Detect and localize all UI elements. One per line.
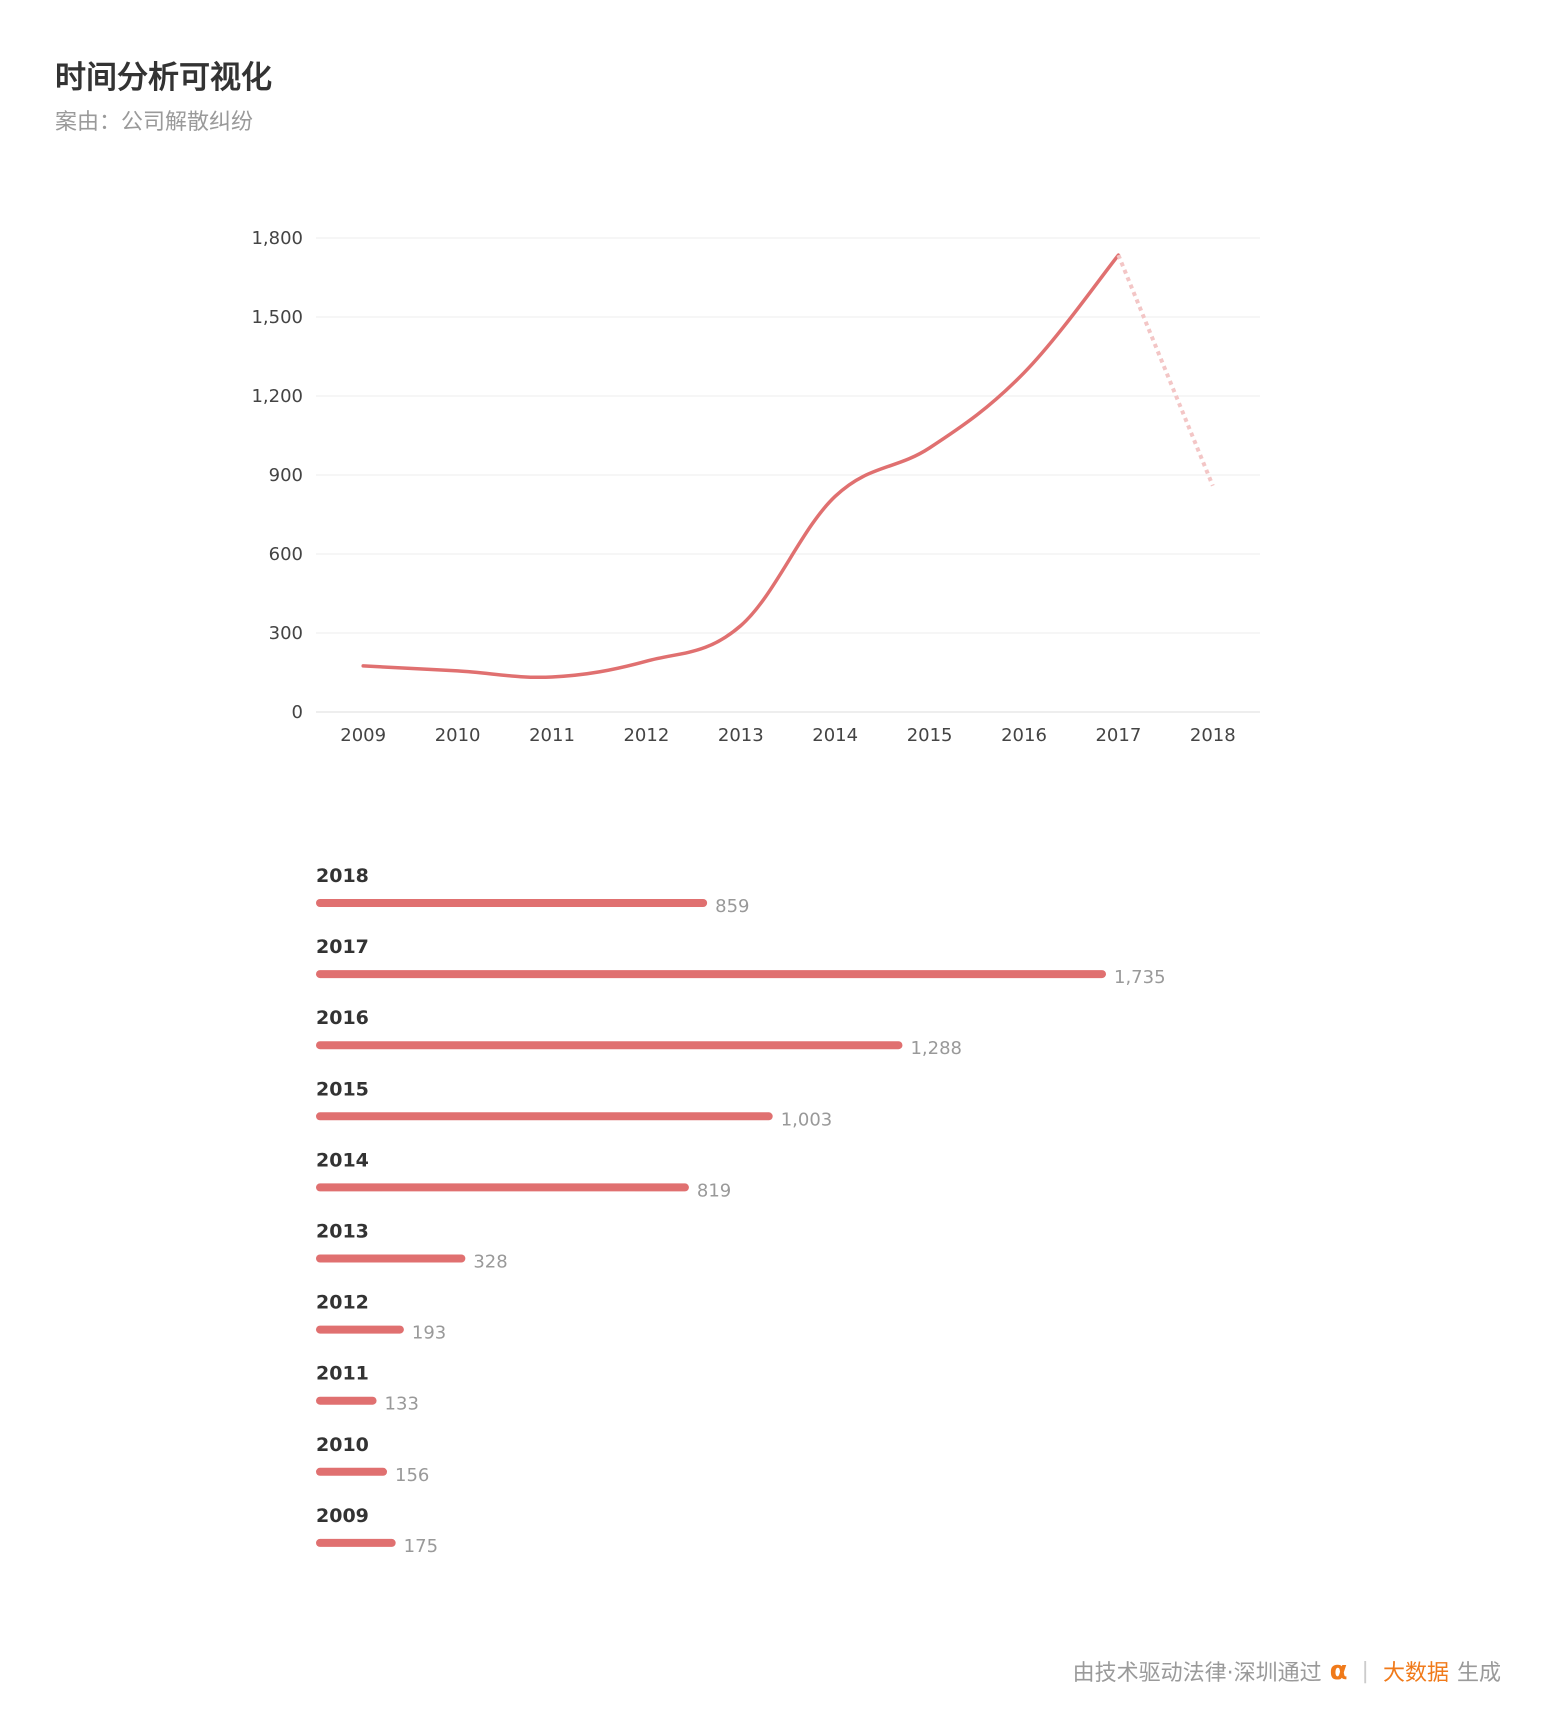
bar-year-label: 2013 <box>316 1221 369 1243</box>
y-tick-label: 600 <box>269 544 303 565</box>
bar <box>316 970 1106 979</box>
footer-brand: 大数据 <box>1382 1661 1449 1686</box>
y-tick-label: 0 <box>292 702 303 723</box>
series-line <box>361 253 1121 680</box>
page-title: 时间分析可视化 <box>55 60 272 96</box>
x-tick-label: 2012 <box>623 725 669 746</box>
bar-year-label: 2016 <box>316 1007 369 1029</box>
footer: 由技术驱动法律·深圳通过 α | 大数据 生成 <box>1073 1655 1501 1687</box>
line-chart: 0 300 600 900 1,200 1,500 1,800 2009 2010 2011 201… <box>251 228 1260 746</box>
projection-line <box>1116 254 1215 487</box>
bar-value-label: 175 <box>404 1536 438 1557</box>
y-tick-label: 1,800 <box>251 228 303 249</box>
bar <box>316 1183 689 1192</box>
bar-year-label: 2012 <box>316 1292 369 1314</box>
y-tick-label: 1,200 <box>251 386 303 407</box>
x-tick-label: 2011 <box>529 725 575 746</box>
bar <box>316 1467 388 1476</box>
footer-text: 由技术驱动法律·深圳通过 <box>1072 1661 1322 1686</box>
y-tick-label: 1,500 <box>251 307 303 328</box>
bar-year-label: 2010 <box>316 1434 369 1456</box>
bar <box>316 1396 377 1405</box>
bar-value-label: 1,735 <box>1114 967 1166 988</box>
bar <box>316 1112 773 1121</box>
bar <box>316 899 708 907</box>
bar-year-label: 2018 <box>316 865 369 887</box>
bar-year-label: 2015 <box>316 1078 369 1100</box>
bar-value-label: 156 <box>395 1465 429 1486</box>
y-tick-label: 900 <box>269 465 303 486</box>
bar-year-label: 2017 <box>316 936 369 958</box>
bar-value-label: 1,288 <box>910 1038 962 1059</box>
bar-value-label: 1,003 <box>781 1109 833 1130</box>
bar-year-label: 2011 <box>316 1363 369 1385</box>
x-tick-label: 2009 <box>340 725 386 746</box>
bar <box>316 1254 466 1263</box>
x-tick-label: 2014 <box>812 725 858 746</box>
page-subtitle: 案由：公司解散纠纷 <box>55 110 254 135</box>
bar <box>316 1538 396 1547</box>
x-tick-label: 2018 <box>1190 725 1236 746</box>
bar-value-label: 133 <box>385 1394 419 1415</box>
x-tick-label: 2015 <box>907 725 953 746</box>
bar <box>316 1325 404 1334</box>
bar-year-label: 2014 <box>316 1149 369 1171</box>
x-tick-label: 2013 <box>718 725 764 746</box>
brand-logo-icon: α <box>1329 1656 1348 1686</box>
bar <box>316 1041 903 1050</box>
footer-suffix: 生成 <box>1456 1661 1501 1686</box>
bar-value-label: 819 <box>697 1180 731 1201</box>
x-tick-label: 2010 <box>435 725 481 746</box>
footer-separator: | <box>1361 1658 1369 1684</box>
bar-year-label: 2009 <box>316 1505 369 1527</box>
y-tick-label: 300 <box>269 623 303 644</box>
x-tick-label: 2016 <box>1001 725 1047 746</box>
bar-value-label: 859 <box>715 896 749 917</box>
bar-value-label: 328 <box>473 1252 507 1273</box>
bar-value-label: 193 <box>412 1323 446 1344</box>
x-tick-label: 2017 <box>1095 725 1141 746</box>
